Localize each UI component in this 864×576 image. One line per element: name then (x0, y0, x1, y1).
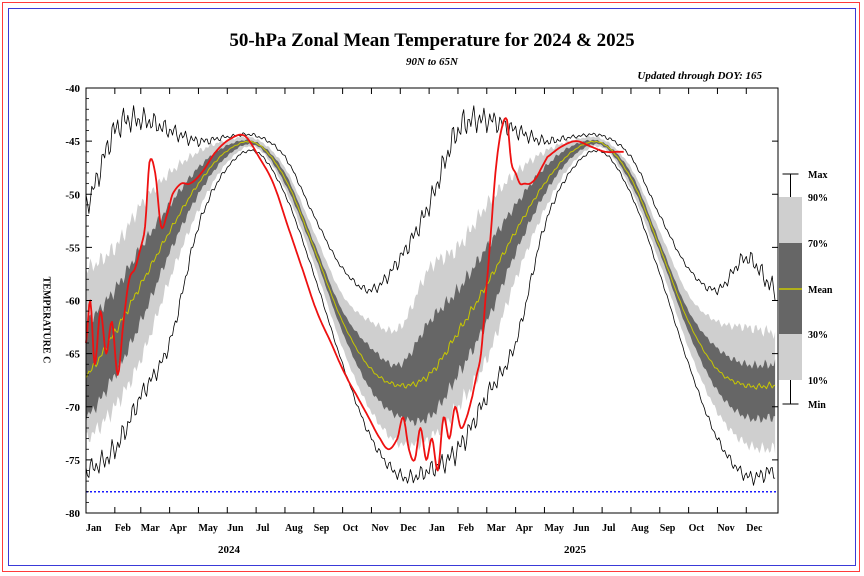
y-tick-label: -60 (65, 296, 80, 308)
legend-label: Max (808, 170, 827, 181)
y-tick-label: -75 (65, 455, 80, 467)
x-tick-label: Feb (458, 523, 475, 534)
x-tick-label: Oct (343, 523, 359, 534)
x-tick-label: Feb (115, 523, 132, 534)
series-mean (85, 140, 776, 390)
x-tick-label: Nov (371, 523, 388, 534)
x-tick-label: Aug (631, 523, 649, 534)
legend-label: 30% (808, 330, 828, 341)
legend-band-10 (779, 334, 802, 380)
x-tick-label: May (544, 523, 563, 534)
legend-label: 70% (808, 239, 828, 250)
y-tick-label: -80 (65, 508, 80, 520)
x-tick-label: Sep (314, 523, 330, 534)
y-tick-label: -50 (65, 189, 80, 201)
x-tick-label: Jan (86, 523, 102, 534)
x-tick-label: Aug (285, 523, 303, 534)
x-tick-label: Dec (746, 523, 763, 534)
x-tick-label: Mar (141, 523, 160, 534)
y-tick-label: -40 (65, 83, 80, 95)
chart-title: 50-hPa Zonal Mean Temperature for 2024 &… (229, 30, 635, 51)
x-tick-label: Sep (660, 523, 676, 534)
x-tick-label: Jun (227, 523, 244, 534)
x-tick-label: Oct (689, 523, 705, 534)
x-tick-label: Mar (487, 523, 506, 534)
y-tick-label: -45 (65, 136, 80, 148)
legend-label: Mean (808, 285, 833, 296)
series-min (85, 148, 776, 486)
band-30-70 (86, 139, 776, 427)
year-label-1: 2024 (218, 544, 240, 556)
series-observed (85, 117, 624, 472)
plot-area (85, 105, 778, 493)
year-label-2: 2025 (564, 544, 586, 556)
chart-subtitle: 90N to 65N (406, 56, 458, 68)
legend-label: Min (808, 400, 826, 411)
legend: Max 90% 70% Mean 30% 10% Min (779, 170, 833, 411)
y-tick-label: -70 (65, 402, 80, 414)
x-tick-label: Jul (256, 523, 270, 534)
axes: -40 -45 -50 -55 -60 -65 -70 -75 -80 Jan Feb Mar Apr M… (65, 83, 779, 534)
x-tick-label: Jul (602, 523, 616, 534)
x-tick-label: Apr (516, 523, 534, 534)
y-tick-label: -55 (65, 242, 80, 254)
x-tick-label: May (198, 523, 217, 534)
legend-band-90 (779, 197, 802, 243)
x-tick-label: Nov (717, 523, 734, 534)
updated-note: Updated through DOY: 165 (637, 70, 762, 82)
inner-border (8, 8, 856, 566)
series-max (85, 105, 776, 301)
legend-label: 90% (808, 193, 828, 204)
x-tick-label: Jun (573, 523, 590, 534)
x-tick-label: Apr (170, 523, 188, 534)
x-tick-label: Dec (400, 523, 417, 534)
legend-label: 10% (808, 376, 828, 387)
x-tick-label: Jan (429, 523, 445, 534)
y-tick-label: -65 (65, 349, 80, 361)
band-10-90 (86, 135, 776, 454)
